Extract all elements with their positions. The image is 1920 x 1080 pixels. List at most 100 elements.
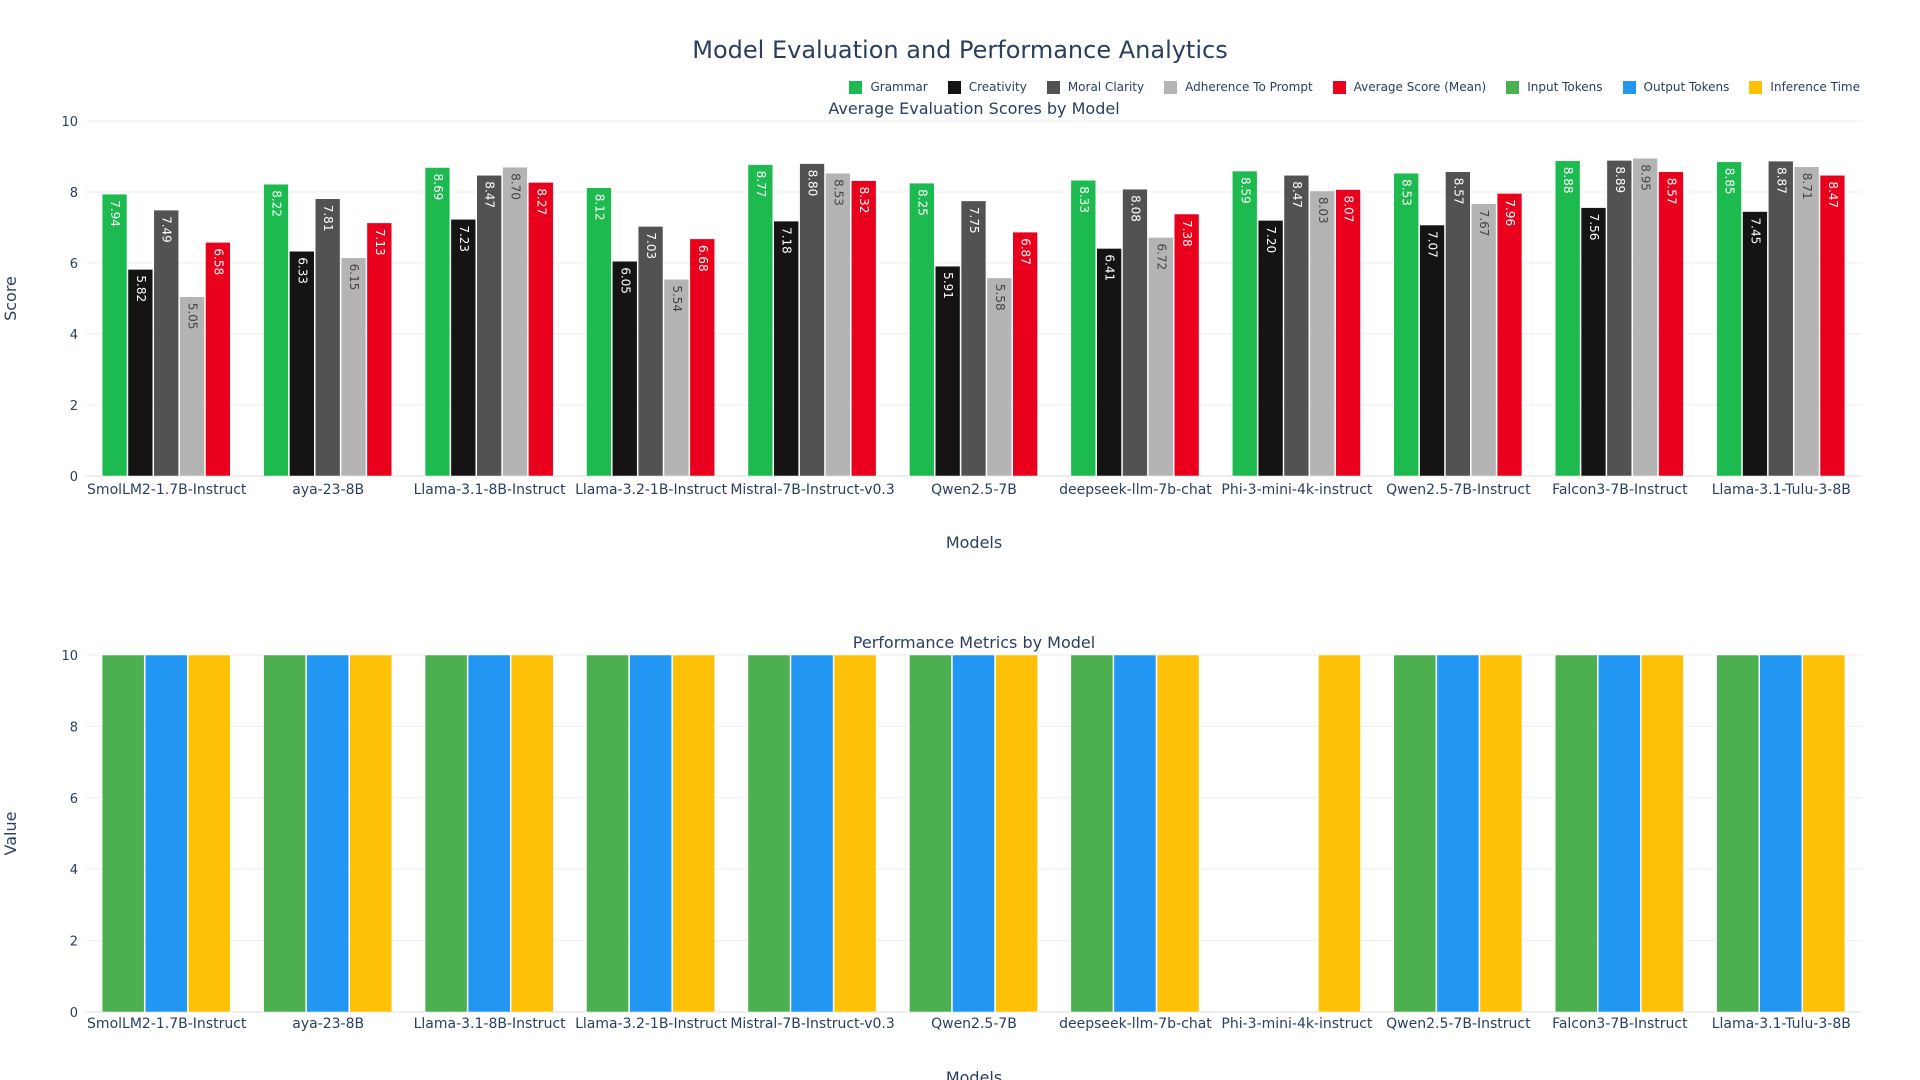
bar-moral-clarity[interactable] (315, 198, 341, 477)
bar-adherence-to-prompt[interactable] (663, 279, 690, 477)
bar-average-score-mean-[interactable] (1012, 231, 1038, 477)
bar-inference-time[interactable] (1156, 654, 1200, 1013)
bar-output-tokens[interactable] (1113, 654, 1157, 1013)
bar-output-tokens[interactable] (1759, 654, 1803, 1013)
bar-adherence-to-prompt[interactable] (1793, 166, 1820, 477)
bar-creativity[interactable] (1096, 248, 1122, 477)
bar-input-tokens[interactable] (1070, 654, 1114, 1013)
bar-input-tokens[interactable] (586, 654, 629, 1013)
bar-inference-time[interactable] (1641, 654, 1684, 1013)
bar-moral-clarity[interactable] (476, 175, 502, 477)
bar-inference-time[interactable] (1802, 654, 1846, 1013)
bar-grammar[interactable] (1232, 170, 1258, 477)
bar-creativity[interactable] (612, 260, 638, 477)
bar-creativity[interactable] (1419, 224, 1445, 477)
bar-average-score-mean-[interactable] (528, 182, 554, 477)
legend-item-1[interactable]: Creativity (947, 80, 1027, 94)
bar-value-label: 7.23 (457, 225, 471, 252)
bar-value-label: 5.05 (186, 303, 200, 330)
bar-input-tokens[interactable] (263, 654, 306, 1013)
bar-output-tokens[interactable] (467, 654, 511, 1013)
legend-label: Creativity (968, 80, 1027, 94)
bar-creativity[interactable] (773, 220, 799, 477)
bar-input-tokens[interactable] (101, 654, 145, 1013)
bar-grammar[interactable] (424, 167, 451, 477)
bar-output-tokens[interactable] (790, 654, 834, 1013)
bar-grammar[interactable] (747, 164, 774, 477)
bar-grammar[interactable] (101, 193, 128, 477)
bar-moral-clarity[interactable] (637, 226, 664, 477)
bar-creativity[interactable] (1580, 207, 1607, 477)
bar-output-tokens[interactable] (144, 654, 188, 1013)
bar-output-tokens[interactable] (1436, 654, 1480, 1013)
bar-average-score-mean-[interactable] (1335, 189, 1361, 477)
bar-inference-time[interactable] (1318, 654, 1361, 1013)
legend-item-3[interactable]: Adherence To Prompt (1164, 80, 1313, 94)
bar-output-tokens[interactable] (629, 654, 672, 1013)
bar-average-score-mean-[interactable] (205, 242, 231, 477)
bar-inference-time[interactable] (349, 654, 393, 1013)
legend-item-0[interactable]: Grammar (849, 80, 928, 94)
bar-output-tokens[interactable] (306, 654, 349, 1013)
bar-moral-clarity[interactable] (1283, 175, 1310, 477)
bar-moral-clarity[interactable] (1768, 160, 1794, 477)
bar-output-tokens[interactable] (952, 654, 995, 1013)
x-tick-label: Llama-3.1-8B-Instruct (414, 482, 567, 498)
bar-moral-clarity[interactable] (1445, 171, 1471, 477)
bar-adherence-to-prompt[interactable] (1632, 158, 1658, 477)
bar-grammar[interactable] (909, 182, 935, 477)
bar-moral-clarity[interactable] (1122, 188, 1148, 477)
bar-average-score-mean-[interactable] (1658, 171, 1684, 477)
bar-output-tokens[interactable] (1598, 654, 1641, 1013)
bar-adherence-to-prompt[interactable] (1471, 203, 1497, 477)
bar-adherence-to-prompt[interactable] (986, 277, 1012, 477)
legend-item-2[interactable]: Moral Clarity (1046, 80, 1144, 94)
bar-moral-clarity[interactable] (960, 200, 987, 477)
bar-adherence-to-prompt[interactable] (502, 166, 528, 477)
bar-adherence-to-prompt[interactable] (1148, 237, 1174, 477)
bar-adherence-to-prompt[interactable] (340, 257, 367, 477)
x-tick-label: deepseek-llm-7b-chat (1059, 482, 1212, 498)
bar-grammar[interactable] (1716, 161, 1742, 477)
bar-adherence-to-prompt[interactable] (825, 172, 851, 477)
bar-adherence-to-prompt[interactable] (179, 296, 205, 477)
bar-inference-time[interactable] (1479, 654, 1523, 1013)
bar-average-score-mean-[interactable] (689, 238, 715, 477)
bar-creativity[interactable] (1742, 211, 1768, 477)
bar-input-tokens[interactable] (1393, 654, 1437, 1013)
bar-grammar[interactable] (1554, 160, 1581, 477)
bar-grammar[interactable] (263, 183, 289, 477)
bar-moral-clarity[interactable] (1606, 160, 1632, 477)
bar-average-score-mean-[interactable] (851, 180, 877, 477)
bar-moral-clarity[interactable] (799, 163, 825, 477)
bar-average-score-mean-[interactable] (1173, 213, 1200, 477)
bar-average-score-mean-[interactable] (1819, 175, 1846, 477)
bar-creativity[interactable] (935, 265, 961, 477)
bar-inference-time[interactable] (510, 654, 554, 1013)
bar-value-label: 7.20 (1264, 226, 1278, 253)
bar-average-score-mean-[interactable] (366, 222, 393, 477)
bar-inference-time[interactable] (672, 654, 715, 1013)
bar-creativity[interactable] (127, 269, 154, 477)
bar-input-tokens[interactable] (1554, 654, 1598, 1013)
legend-item-7[interactable]: Inference Time (1749, 80, 1860, 94)
bar-input-tokens[interactable] (909, 654, 952, 1013)
bar-input-tokens[interactable] (747, 654, 791, 1013)
bar-inference-time[interactable] (188, 654, 231, 1013)
bar-grammar[interactable] (1070, 180, 1096, 477)
bar-input-tokens[interactable] (1716, 654, 1759, 1013)
bar-grammar[interactable] (1393, 172, 1419, 477)
bar-creativity[interactable] (289, 251, 315, 477)
bar-creativity[interactable] (1257, 220, 1284, 477)
legend-item-4[interactable]: Average Score (Mean) (1332, 80, 1486, 94)
bar-creativity[interactable] (450, 219, 476, 477)
bar-grammar[interactable] (586, 187, 612, 477)
bar-adherence-to-prompt[interactable] (1309, 190, 1335, 477)
bar-moral-clarity[interactable] (153, 209, 179, 477)
bar-average-score-mean-[interactable] (1496, 193, 1523, 477)
legend-item-5[interactable]: Input Tokens (1506, 80, 1603, 94)
bar-inference-time[interactable] (995, 654, 1038, 1013)
legend-item-6[interactable]: Output Tokens (1622, 80, 1729, 94)
bar-input-tokens[interactable] (424, 654, 468, 1013)
bar-inference-time[interactable] (833, 654, 877, 1013)
